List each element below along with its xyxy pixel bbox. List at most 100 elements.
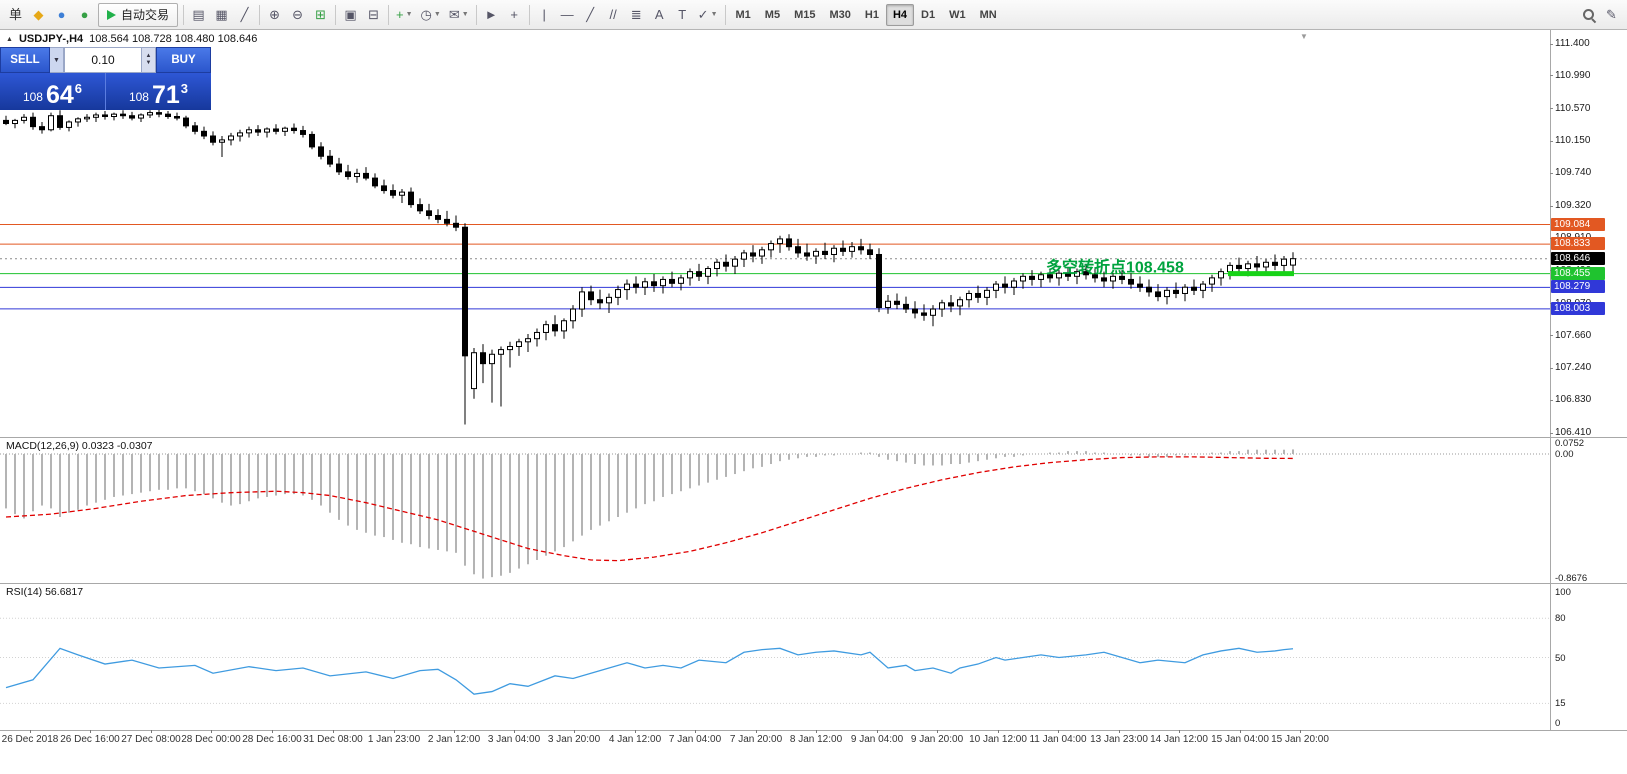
main-chart-panel[interactable]: 多空转折点108.458	[0, 30, 1550, 437]
vertical-line-tool-button[interactable]: |	[533, 4, 556, 26]
candle	[12, 119, 18, 125]
candle	[219, 139, 225, 143]
chart-shift-marker-icon[interactable]: ▼	[1300, 32, 1308, 41]
price-tick	[1550, 205, 1553, 207]
label-tool-button[interactable]: T	[671, 4, 694, 26]
chevron-down-icon: ▼	[710, 11, 718, 18]
toolbar-separator	[183, 4, 185, 25]
zoom-out-button[interactable]: ⊖	[286, 4, 309, 26]
candle	[606, 296, 612, 304]
templates-icon: ✉	[448, 7, 460, 22]
timeframe-m1[interactable]: M1	[735, 8, 751, 21]
arrange-windows-button[interactable]: ⊟	[362, 4, 385, 26]
new-order-icon: 单	[8, 7, 22, 22]
lot-input[interactable]	[64, 47, 142, 73]
macd-rsi-separator[interactable]	[0, 583, 1627, 584]
indicators-button[interactable]: + ▼	[392, 4, 417, 26]
rsi-line	[5, 647, 1294, 695]
sell-price-prefix: 108	[22, 90, 43, 104]
lot-spinner[interactable]: ▲ ▼	[142, 47, 156, 73]
candle	[1146, 286, 1152, 293]
play-icon	[107, 9, 116, 20]
search-button[interactable]	[1577, 4, 1600, 26]
auto-trading-button[interactable]: 自动交易	[98, 2, 179, 27]
zoom-out-icon: ⊖	[292, 7, 303, 22]
timeframe-h4[interactable]: H4	[885, 3, 915, 26]
trendline-tool-icon: ╱	[586, 7, 595, 22]
candle	[1209, 277, 1215, 285]
time-label: 15 Jan 04:00	[1211, 734, 1269, 745]
arrange-windows-icon: ⊟	[368, 7, 379, 22]
text-tool-button[interactable]: A	[648, 4, 671, 26]
tile-windows-button[interactable]: ⊞	[309, 4, 332, 26]
market-watch-button[interactable]: ◆	[27, 4, 50, 26]
candle	[318, 146, 324, 157]
candle	[345, 171, 351, 178]
toolbar-separator	[259, 4, 261, 25]
time-tick	[574, 730, 575, 733]
periods-button[interactable]: ◷ ▼	[417, 4, 445, 26]
timeframe-d1[interactable]: D1	[921, 8, 936, 21]
rsi-timeaxis-separator[interactable]	[0, 730, 1627, 731]
bar-chart-mode-button[interactable]: ▤	[187, 4, 210, 26]
buy-price[interactable]: 108 71 3	[106, 73, 211, 110]
candle	[480, 352, 486, 365]
edit-button[interactable]: ✎	[1600, 4, 1623, 26]
timeframe-m30[interactable]: M30	[829, 8, 851, 21]
turning-point-annotation[interactable]: 多空转折点108.458	[1046, 258, 1184, 277]
rsi-panel[interactable]	[0, 583, 1550, 730]
sell-price[interactable]: 108 64 6	[0, 73, 106, 110]
data-window-button[interactable]: ●	[50, 4, 73, 26]
trendline-tool-button[interactable]: ╱	[579, 4, 602, 26]
channel-tool-button[interactable]: //	[602, 4, 625, 26]
price-tick	[1550, 432, 1553, 434]
cursor-tool-button[interactable]: ►	[480, 4, 503, 26]
new-order-button[interactable]: 单	[4, 4, 27, 26]
navigator-button[interactable]: ●	[73, 4, 96, 26]
main-macd-separator[interactable]	[0, 437, 1627, 438]
candle	[1137, 283, 1143, 288]
timeframe-m5[interactable]: M5	[764, 8, 781, 21]
candle	[1191, 286, 1197, 291]
price-axis[interactable]: 111.400 110.990 110.570 110.150 109.740 109.3…	[1550, 0, 1627, 774]
auto-trading-label: 自动交易	[121, 8, 170, 22]
buy-button[interactable]: BUY	[156, 47, 211, 73]
horizontal-line-tool-icon: —	[560, 7, 574, 22]
label-tool-icon: T	[678, 7, 687, 22]
crosshair-tool-button[interactable]: +	[503, 4, 526, 26]
candle	[993, 283, 999, 291]
zoom-in-button[interactable]: ⊕	[263, 4, 286, 26]
time-tick	[1300, 730, 1301, 733]
candle	[138, 114, 144, 119]
chevron-down-icon: ▼	[461, 11, 469, 18]
candle	[822, 250, 828, 255]
cascade-windows-button[interactable]: ▣	[339, 4, 362, 26]
candle	[948, 302, 954, 307]
price-tick-label: 106.830	[1555, 394, 1592, 406]
price-tick	[1550, 335, 1553, 337]
sell-button[interactable]: SELL	[0, 47, 50, 73]
time-axis[interactable]: 26 Dec 2018 26 Dec 16:00 27 Dec 08:00 28 De…	[0, 730, 1550, 774]
templates-button[interactable]: ✉ ▼	[445, 4, 473, 26]
macd-indicator-label: MACD(12,26,9) 0.0323 -0.0307	[6, 440, 153, 452]
line-chart-mode-button[interactable]: ╱	[233, 4, 256, 26]
lot-dropdown[interactable]: ▼	[50, 47, 64, 73]
candle	[1056, 272, 1062, 279]
toolbar-separator	[724, 4, 726, 25]
price-tick-label: 106.410	[1555, 427, 1592, 439]
timeframe-mn[interactable]: MN	[979, 8, 997, 21]
macd-panel[interactable]	[0, 437, 1550, 583]
bar-chart-mode-icon: ▤	[192, 7, 205, 22]
timeframe-h1[interactable]: H1	[864, 8, 879, 21]
timeframe-w1[interactable]: W1	[949, 8, 966, 21]
horizontal-line-tool-button[interactable]: —	[556, 4, 579, 26]
fibonacci-tool-button[interactable]: ≣	[625, 4, 648, 26]
arrows-tool-button[interactable]: ✓ ▼	[694, 4, 722, 26]
candle	[867, 249, 873, 255]
collapse-triangle-icon[interactable]: ▲	[6, 35, 13, 43]
candlestick-chart-mode-button[interactable]: ▦	[210, 4, 233, 26]
candle	[1245, 263, 1251, 270]
candle	[147, 112, 153, 116]
candle	[237, 132, 243, 137]
timeframe-m15[interactable]: M15	[794, 8, 816, 21]
